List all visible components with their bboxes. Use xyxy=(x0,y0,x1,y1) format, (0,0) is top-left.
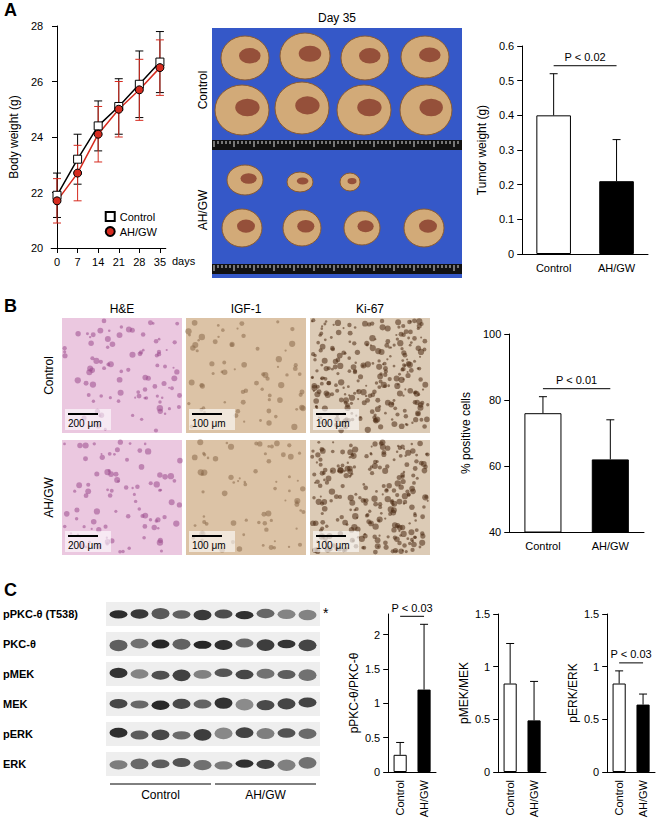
svg-text:0: 0 xyxy=(508,248,514,260)
svg-text:200 μm: 200 μm xyxy=(68,540,102,551)
svg-text:40: 40 xyxy=(489,526,501,538)
svg-text:pMEK/MEK: pMEK/MEK xyxy=(457,662,471,724)
svg-text:Control: Control xyxy=(42,356,56,395)
svg-text:*: * xyxy=(323,605,329,621)
svg-text:AH/GW: AH/GW xyxy=(196,189,210,230)
svg-text:AH/GW: AH/GW xyxy=(42,476,56,517)
svg-text:1: 1 xyxy=(484,661,490,673)
svg-text:AH/GW: AH/GW xyxy=(528,779,540,817)
svg-text:Control: Control xyxy=(141,788,180,802)
svg-text:35: 35 xyxy=(154,256,166,268)
svg-text:PKC-θ: PKC-θ xyxy=(3,638,36,650)
svg-text:AH/GW: AH/GW xyxy=(637,779,649,817)
svg-text:0: 0 xyxy=(54,256,60,268)
svg-text:Control: Control xyxy=(504,780,516,815)
svg-text:% positive cells: % positive cells xyxy=(459,392,473,474)
svg-text:1: 1 xyxy=(374,697,380,709)
svg-text:28: 28 xyxy=(31,20,43,32)
svg-text:100 μm: 100 μm xyxy=(316,418,350,429)
svg-text:Control: Control xyxy=(525,540,560,552)
svg-text:100 μm: 100 μm xyxy=(316,540,350,551)
svg-text:ERK: ERK xyxy=(3,758,26,770)
svg-text:Day 35: Day 35 xyxy=(318,11,356,25)
svg-text:0.4: 0.4 xyxy=(499,109,514,121)
svg-text:100 μm: 100 μm xyxy=(192,418,226,429)
svg-text:1: 1 xyxy=(593,661,599,673)
svg-text:14: 14 xyxy=(92,256,104,268)
svg-text:C: C xyxy=(4,580,17,600)
svg-text:pERK: pERK xyxy=(3,728,33,740)
svg-text:0.6: 0.6 xyxy=(499,40,514,52)
svg-text:Control: Control xyxy=(394,780,406,815)
svg-text:2: 2 xyxy=(374,629,380,641)
svg-text:Control: Control xyxy=(120,211,155,223)
svg-text:80: 80 xyxy=(489,394,501,406)
svg-text:0.1: 0.1 xyxy=(499,213,514,225)
svg-text:IGF-1: IGF-1 xyxy=(231,302,262,316)
svg-text:28: 28 xyxy=(133,256,145,268)
svg-text:AH/GW: AH/GW xyxy=(418,779,430,817)
svg-text:AH/GW: AH/GW xyxy=(245,788,286,802)
svg-text:P < 0.02: P < 0.02 xyxy=(565,51,606,63)
svg-text:26: 26 xyxy=(31,76,43,88)
svg-text:0: 0 xyxy=(484,766,490,778)
svg-text:0: 0 xyxy=(593,766,599,778)
svg-text:1.5: 1.5 xyxy=(584,608,599,620)
svg-text:60: 60 xyxy=(489,460,501,472)
svg-text:AH/GW: AH/GW xyxy=(120,226,158,238)
svg-text:H&E: H&E xyxy=(110,302,135,316)
svg-text:P < 0.03: P < 0.03 xyxy=(611,648,652,660)
svg-text:1.5: 1.5 xyxy=(475,608,490,620)
svg-text:pPKC-θ (T538): pPKC-θ (T538) xyxy=(3,608,78,620)
svg-text:0.5: 0.5 xyxy=(475,713,490,725)
svg-text:pMEK: pMEK xyxy=(3,668,34,680)
svg-text:100 μm: 100 μm xyxy=(192,540,226,551)
svg-text:Control: Control xyxy=(536,262,571,274)
svg-text:P < 0.01: P < 0.01 xyxy=(556,374,597,386)
svg-text:B: B xyxy=(4,296,17,316)
svg-text:Tumor weight (g): Tumor weight (g) xyxy=(475,105,489,195)
svg-text:pPKC-θ/PKC-θ: pPKC-θ/PKC-θ xyxy=(347,652,361,733)
svg-text:A: A xyxy=(4,0,17,20)
svg-text:7: 7 xyxy=(75,256,81,268)
svg-text:P < 0.03: P < 0.03 xyxy=(392,602,433,614)
svg-text:20: 20 xyxy=(31,242,43,254)
svg-text:0.5: 0.5 xyxy=(499,75,514,87)
svg-text:MEK: MEK xyxy=(3,698,28,710)
svg-text:Control: Control xyxy=(613,780,625,815)
svg-text:days: days xyxy=(172,255,196,267)
svg-text:0.3: 0.3 xyxy=(499,144,514,156)
svg-text:Control: Control xyxy=(196,71,210,110)
svg-text:AH/GW: AH/GW xyxy=(598,262,636,274)
svg-text:0: 0 xyxy=(374,766,380,778)
svg-text:Ki-67: Ki-67 xyxy=(356,302,384,316)
svg-text:pERK/ERK: pERK/ERK xyxy=(566,663,580,722)
svg-text:0.2: 0.2 xyxy=(499,179,514,191)
svg-text:0.5: 0.5 xyxy=(584,713,599,725)
svg-text:22: 22 xyxy=(31,187,43,199)
svg-text:100: 100 xyxy=(483,328,501,340)
svg-text:21: 21 xyxy=(113,256,125,268)
svg-text:1.5: 1.5 xyxy=(365,663,380,675)
svg-text:24: 24 xyxy=(31,131,43,143)
svg-text:Body weight (g): Body weight (g) xyxy=(7,95,21,178)
svg-text:0.5: 0.5 xyxy=(365,732,380,744)
svg-text:AH/GW: AH/GW xyxy=(592,540,630,552)
svg-text:200 μm: 200 μm xyxy=(68,418,102,429)
